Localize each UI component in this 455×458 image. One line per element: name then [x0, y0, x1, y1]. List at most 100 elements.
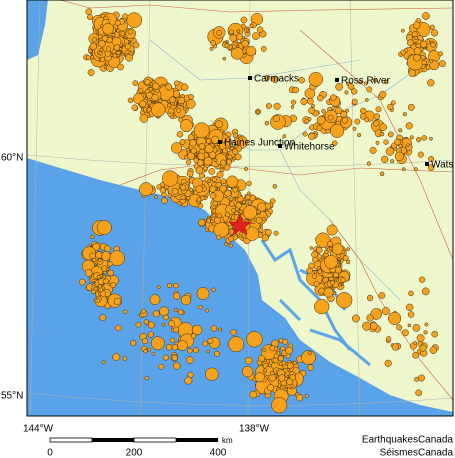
earthquake: [366, 86, 373, 93]
earthquake: [315, 232, 331, 248]
earthquake: [168, 107, 175, 114]
earthquake: [307, 351, 312, 356]
earthquake: [438, 60, 446, 68]
earthquake: [224, 189, 232, 197]
latitude-label: 55°N: [1, 391, 23, 402]
earthquake: [139, 182, 153, 197]
earthquake: [220, 168, 225, 173]
earthquake: [388, 311, 402, 325]
earthquake: [84, 269, 93, 277]
earthquake: [430, 29, 439, 37]
earthquake: [89, 252, 96, 260]
earthquake: [278, 362, 283, 366]
earthquake: [90, 55, 95, 60]
earthquake: [158, 98, 163, 103]
earthquake: [85, 55, 91, 61]
earthquake: [414, 376, 419, 382]
earthquake: [316, 115, 326, 125]
earthquake: [144, 376, 149, 381]
earthquake: [260, 46, 267, 52]
earthquake: [330, 280, 336, 286]
earthquake: [262, 348, 267, 352]
earthquake: [429, 346, 438, 354]
earthquake: [202, 340, 209, 347]
earthquake: [101, 360, 106, 365]
earthquake: [218, 327, 222, 332]
earthquake: [323, 249, 329, 255]
earthquake: [228, 336, 245, 353]
earthquake: [219, 142, 227, 150]
longitude-label: 144°W: [23, 424, 54, 435]
earthquake: [402, 112, 407, 117]
earthquake: [179, 119, 193, 133]
place-label: Whitehorse: [284, 142, 335, 153]
earthquake: [384, 359, 392, 367]
earthquake: [335, 83, 344, 91]
earthquake: [151, 351, 156, 356]
earthquake: [283, 387, 288, 392]
earthquake: [334, 266, 342, 274]
earthquake: [311, 251, 319, 258]
earthquake: [317, 266, 321, 270]
earthquake: [144, 79, 151, 86]
earthquake: [379, 90, 387, 99]
earthquake: [187, 348, 193, 354]
earthquake: [210, 325, 218, 332]
earthquake: [246, 331, 263, 348]
earthquake: [216, 171, 224, 179]
earthquake: [184, 376, 193, 385]
earthquake: [89, 42, 97, 51]
earthquake: [300, 98, 308, 106]
earthquake: [244, 356, 253, 365]
earthquake: [385, 147, 395, 156]
earthquake: [209, 192, 217, 200]
earthquake: [96, 274, 102, 280]
earthquake: [230, 46, 244, 60]
earthquake: [418, 374, 425, 382]
earthquake: [165, 343, 173, 351]
earthquake: [327, 114, 334, 121]
earthquake: [220, 178, 227, 185]
earthquake: [226, 159, 232, 165]
earthquake: [207, 337, 214, 344]
earthquake: [330, 94, 337, 101]
earthquake: [261, 216, 266, 222]
earthquake: [400, 49, 406, 56]
earthquake: [171, 344, 179, 351]
earthquake: [236, 29, 241, 33]
earthquake: [413, 47, 422, 56]
earthquake: [207, 178, 212, 183]
earthquake: [147, 321, 155, 329]
earthquake: [198, 304, 203, 310]
earthquake: [394, 138, 401, 146]
earthquake: [407, 323, 412, 328]
earthquake: [174, 308, 178, 312]
earthquake: [241, 199, 246, 204]
earthquake: [431, 330, 438, 338]
scale-label: 400: [210, 448, 227, 458]
earthquake: [379, 171, 385, 177]
earthquake: [407, 311, 415, 318]
earthquake: [372, 77, 378, 83]
earthquake: [429, 58, 434, 64]
earthquake: [406, 143, 410, 147]
earthquake: [422, 12, 430, 20]
earthquake: [99, 56, 106, 63]
earthquake: [383, 139, 389, 145]
earthquake: [331, 243, 344, 255]
map-area: Carmacks Ross River Haines Junction Whit…: [27, 0, 453, 416]
earthquake: [186, 147, 191, 152]
earthquake: [147, 347, 152, 352]
earthquake: [198, 143, 206, 150]
earthquake: [239, 209, 244, 214]
latitude-label: 60°N: [1, 153, 23, 164]
earthquake: [197, 152, 206, 161]
earthquake: [131, 104, 138, 111]
earthquake: [351, 98, 358, 105]
earthquake: [331, 106, 335, 111]
earthquake: [172, 362, 181, 370]
earthquake: [105, 267, 110, 272]
earthquake: [122, 13, 129, 20]
place-markers: [218, 76, 429, 166]
